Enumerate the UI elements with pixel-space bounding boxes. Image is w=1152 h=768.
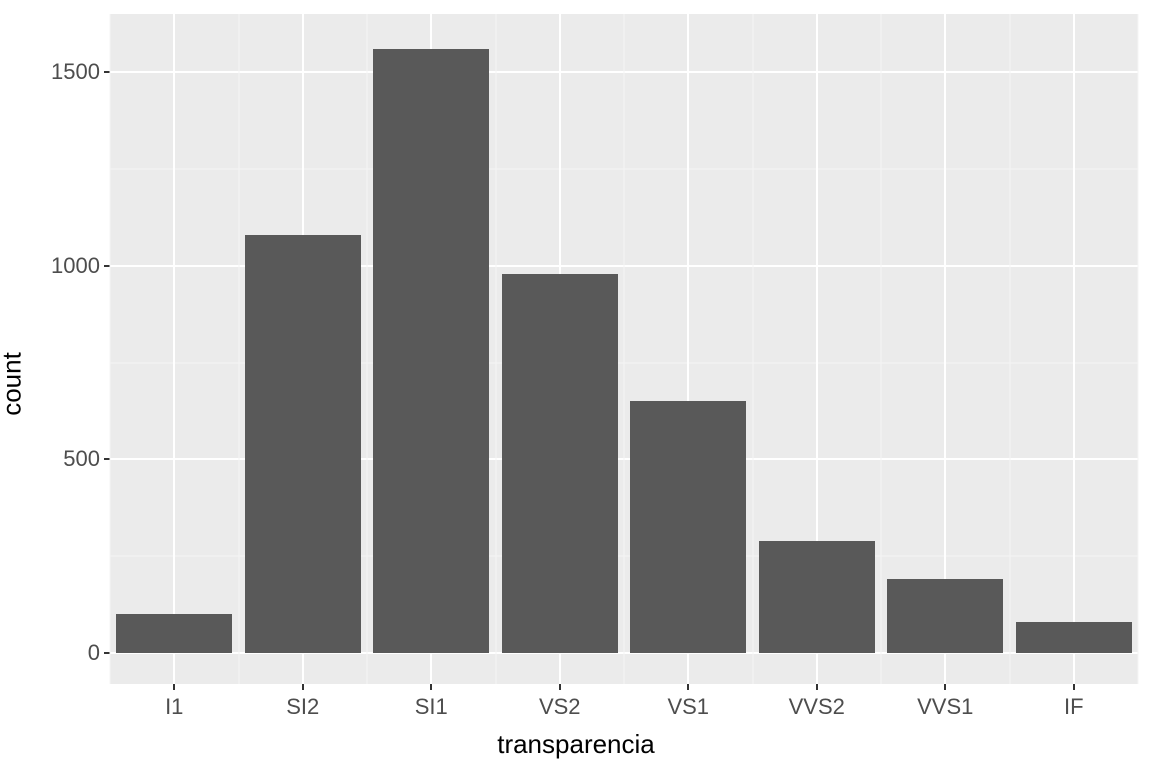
xtick-mark <box>687 684 689 690</box>
grid-minor-v <box>624 14 625 684</box>
grid-minor-v <box>495 14 496 684</box>
grid-minor-v <box>367 14 368 684</box>
xtick-label: SI2 <box>286 694 319 720</box>
grid-minor-v <box>238 14 239 684</box>
bar <box>245 235 361 653</box>
xtick-mark <box>816 684 818 690</box>
xtick-label: IF <box>1064 694 1084 720</box>
xtick-label: VVS2 <box>789 694 845 720</box>
ytick-label: 0 <box>88 640 100 666</box>
xtick-mark <box>430 684 432 690</box>
grid-major-v <box>1073 14 1075 684</box>
grid-minor-v <box>881 14 882 684</box>
bar <box>1016 622 1132 653</box>
grid-minor-v <box>1138 14 1139 684</box>
grid-minor-v <box>752 14 753 684</box>
xtick-mark <box>302 684 304 690</box>
xtick-label: VS1 <box>667 694 709 720</box>
bar <box>887 579 1003 653</box>
ytick-label: 500 <box>63 446 100 472</box>
xtick-mark <box>1073 684 1075 690</box>
xtick-label: VVS1 <box>917 694 973 720</box>
xtick-mark <box>559 684 561 690</box>
grid-minor-v <box>1009 14 1010 684</box>
bar <box>630 401 746 653</box>
grid-minor-v <box>110 14 111 684</box>
bar-chart: count transparencia 050010001500I1SI2SI1… <box>0 0 1152 768</box>
bar <box>502 274 618 654</box>
plot-panel: 050010001500I1SI2SI1VS2VS1VVS2VVS1IF <box>110 14 1138 684</box>
ytick-label: 1000 <box>51 253 100 279</box>
bar <box>116 614 232 653</box>
y-axis-label: count <box>0 352 28 416</box>
ytick-label: 1500 <box>51 59 100 85</box>
grid-major-v <box>173 14 175 684</box>
bar <box>759 541 875 653</box>
xtick-label: VS2 <box>539 694 581 720</box>
xtick-label: SI1 <box>415 694 448 720</box>
x-axis-label: transparencia <box>0 729 1152 760</box>
xtick-mark <box>944 684 946 690</box>
xtick-mark <box>173 684 175 690</box>
xtick-label: I1 <box>165 694 183 720</box>
bar <box>373 49 489 653</box>
